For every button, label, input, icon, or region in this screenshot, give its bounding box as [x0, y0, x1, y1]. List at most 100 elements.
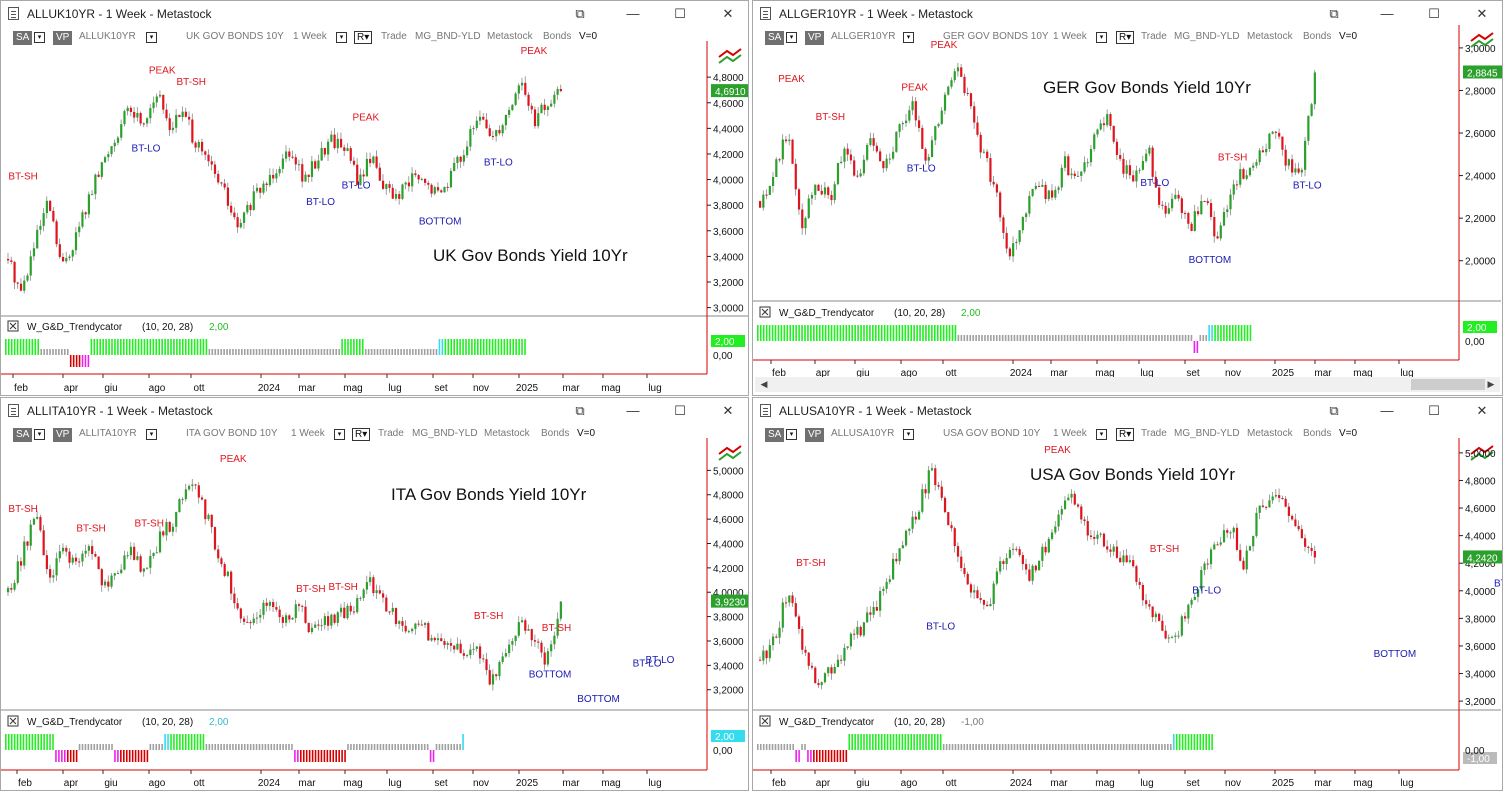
chart-window-usa[interactable]: ALLUSA10YR - 1 Week - Metastock ⧉ — ☐ ✕ …	[752, 397, 1503, 791]
ticker-dropdown[interactable]: ▾	[146, 32, 157, 43]
sa-button[interactable]: SA	[765, 31, 785, 45]
minimize-button[interactable]: —	[626, 403, 640, 418]
r-button[interactable]: R▾	[1116, 428, 1135, 441]
close-button[interactable]: ✕	[1476, 6, 1488, 21]
close-button[interactable]: ✕	[722, 403, 734, 418]
close-button[interactable]: ✕	[1476, 403, 1488, 418]
period-dropdown[interactable]: ▾	[334, 429, 345, 440]
sa-button[interactable]: SA	[13, 31, 33, 45]
indicator-bar	[922, 325, 924, 341]
sa-dropdown[interactable]: ▾	[34, 32, 45, 43]
maximize-button[interactable]: ☐	[1428, 6, 1440, 21]
period-label: 1 Week	[1053, 31, 1087, 42]
scroll-right-icon[interactable]: ▶	[1487, 379, 1495, 389]
minimize-button[interactable]: —	[1380, 6, 1394, 21]
indicator-bar	[1052, 744, 1054, 750]
r-button[interactable]: R▾	[354, 31, 373, 44]
indicator-bar	[1119, 335, 1122, 341]
ticker-dropdown[interactable]: ▾	[903, 32, 914, 43]
popout-icon[interactable]: ⧉	[575, 403, 585, 418]
indicator-close-icon[interactable]	[7, 715, 19, 727]
popout-icon[interactable]: ⧉	[1329, 6, 1339, 21]
candle	[200, 495, 204, 501]
close-button[interactable]: ✕	[722, 6, 734, 21]
window-titlebar[interactable]: ALLUK10YR - 1 Week - Metastock ⧉ — ☐ ✕	[1, 1, 748, 27]
indicator-bar	[883, 734, 886, 750]
ticker-dropdown[interactable]: ▾	[903, 429, 914, 440]
chart-tools-icon[interactable]	[718, 48, 742, 64]
candle	[1226, 528, 1229, 538]
indicator-bar	[836, 325, 839, 341]
candle	[213, 160, 217, 178]
scrollbar-thumb[interactable]	[1411, 379, 1485, 390]
candle	[97, 171, 100, 178]
candle	[537, 638, 540, 649]
sa-dropdown[interactable]: ▾	[34, 429, 45, 440]
period-dropdown[interactable]: ▾	[1096, 429, 1107, 440]
chart-canvas[interactable]: 5,00004,80004,60004,40004,20004,00003,80…	[753, 398, 1503, 791]
chart-window-ita[interactable]: ALLITA10YR - 1 Week - Metastock ⧉ — ☐ ✕ …	[0, 397, 749, 791]
maximize-button[interactable]: ☐	[674, 403, 686, 418]
chart-tools-icon[interactable]	[718, 445, 742, 461]
sa-button[interactable]: SA	[765, 428, 785, 442]
candle	[1132, 555, 1135, 568]
popout-icon[interactable]: ⧉	[1329, 403, 1339, 418]
horizontal-scrollbar[interactable]: ◀ ▶	[755, 377, 1500, 392]
candle	[1297, 520, 1300, 532]
indicator-bar	[854, 734, 856, 750]
chart-canvas[interactable]: 5,00004,80004,60004,40004,20004,00003,80…	[1, 398, 749, 791]
vp-button[interactable]: VP	[805, 31, 825, 45]
chart-window-uk[interactable]: ALLUK10YR - 1 Week - Metastock ⧉ — ☐ ✕ S…	[0, 0, 749, 396]
candle	[346, 603, 349, 620]
candle	[550, 99, 553, 108]
r-button[interactable]: R▾	[352, 428, 371, 441]
chart-canvas[interactable]: 4,80004,60004,40004,20004,00003,80003,60…	[1, 1, 749, 396]
indicator-bar	[500, 339, 503, 355]
minimize-button[interactable]: —	[626, 6, 640, 21]
ticker-label: ALLUSA10YR	[831, 428, 895, 439]
window-titlebar[interactable]: ALLUSA10YR - 1 Week - Metastock ⧉ — ☐ ✕	[753, 398, 1502, 424]
vp-button[interactable]: VP	[805, 428, 825, 442]
period-dropdown[interactable]: ▾	[1096, 32, 1107, 43]
popout-icon[interactable]: ⧉	[575, 6, 585, 21]
candle	[1044, 181, 1047, 204]
r-button[interactable]: R▾	[1116, 31, 1135, 44]
vp-button[interactable]: VP	[53, 428, 73, 442]
y-tick-label: 4,8000	[713, 73, 744, 84]
indicator-bar	[149, 744, 152, 750]
indicator-bar	[494, 339, 497, 355]
candle	[359, 596, 362, 602]
indicator-bar	[1037, 335, 1039, 341]
chart-tools-icon[interactable]	[1470, 32, 1494, 48]
indicator-bar	[1046, 744, 1048, 750]
ticker-dropdown[interactable]: ▾	[146, 429, 157, 440]
candle	[1099, 532, 1102, 538]
indicator-close-icon[interactable]	[759, 715, 771, 727]
indicator-close-icon[interactable]	[759, 306, 771, 318]
sa-dropdown[interactable]: ▾	[786, 429, 797, 440]
window-titlebar[interactable]: ALLGER10YR - 1 Week - Metastock ⧉ — ☐ ✕	[753, 1, 1502, 27]
period-dropdown[interactable]: ▾	[336, 32, 347, 43]
candle	[197, 139, 200, 153]
candle	[559, 84, 562, 93]
candle	[1183, 210, 1187, 219]
sa-dropdown[interactable]: ▾	[786, 32, 797, 43]
indicator-bar	[1164, 744, 1166, 750]
minimize-button[interactable]: —	[1380, 403, 1394, 418]
scroll-left-icon[interactable]: ◀	[760, 379, 768, 389]
maximize-button[interactable]: ☐	[674, 6, 686, 21]
maximize-button[interactable]: ☐	[1428, 403, 1440, 418]
indicator-bar	[1161, 744, 1163, 750]
indicator-close-icon[interactable]	[7, 320, 19, 332]
indicator-bar	[294, 750, 296, 762]
chart-window-ger[interactable]: ALLGER10YR - 1 Week - Metastock ⧉ — ☐ ✕ …	[752, 0, 1503, 396]
pattern-label: BT-LO	[1293, 180, 1322, 191]
candle	[19, 278, 23, 292]
chart-tools-icon[interactable]	[1470, 445, 1494, 461]
x-tick-label: lug	[1400, 368, 1413, 379]
chart-canvas[interactable]: 3,00002,80002,60002,40002,20002,00002,88…	[753, 1, 1503, 396]
vp-button[interactable]: VP	[53, 31, 73, 45]
indicator-bar	[382, 744, 385, 750]
window-titlebar[interactable]: ALLITA10YR - 1 Week - Metastock ⧉ — ☐ ✕	[1, 398, 748, 424]
sa-button[interactable]: SA	[13, 428, 33, 442]
